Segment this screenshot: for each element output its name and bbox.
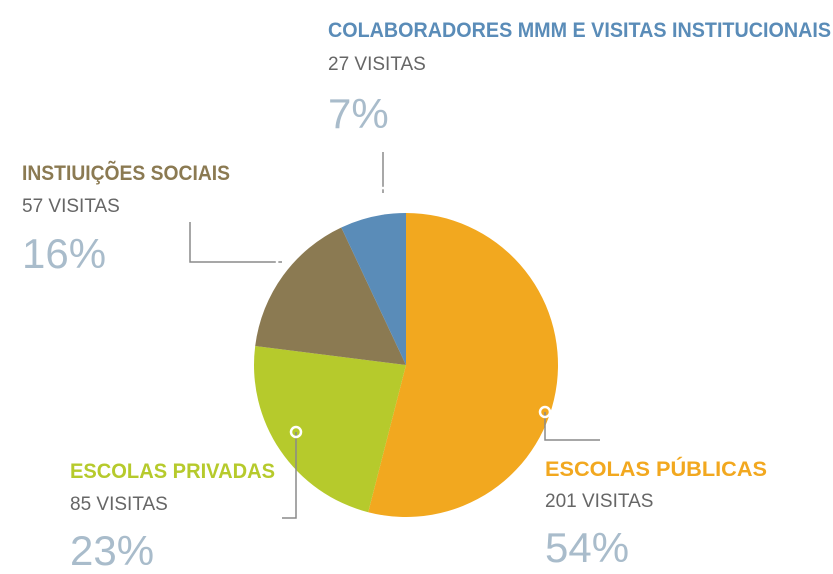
leader-line [282, 432, 297, 519]
pie [253, 213, 558, 517]
pie-slice [253, 345, 406, 513]
leaders [189, 152, 600, 519]
value-label: 54% [545, 524, 629, 571]
leader-dot [289, 425, 303, 439]
pie-slice [255, 227, 406, 365]
category-label: ESCOLAS PÚBLICAS [545, 457, 767, 481]
visits-label: 201 VISITAS [545, 491, 653, 512]
value-label: 16% [22, 230, 106, 277]
visits-label: 57 VISITAS [22, 196, 120, 217]
leader-dot [275, 255, 289, 269]
leader-line [544, 412, 600, 441]
label-group: COLABORADORES MMM E VISITAS INSTITUCIONA… [328, 19, 831, 137]
label-group: ESCOLAS PÚBLICAS 201 VISITAS 54% [545, 457, 767, 571]
category-label: INSTIUIÇÕES SOCIAIS [22, 161, 230, 185]
pie-slice [368, 213, 558, 517]
category-label: ESCOLAS PRIVADAS [70, 460, 275, 483]
value-label: 23% [70, 527, 154, 574]
label-group: INSTIUIÇÕES SOCIAIS 57 VISITAS 16% [22, 161, 230, 277]
leader-dot [538, 405, 552, 419]
label-group: ESCOLAS PRIVADAS 85 VISITAS 23% [70, 460, 275, 574]
leader-line [189, 222, 282, 263]
value-label: 7% [328, 90, 389, 137]
category-label: COLABORADORES MMM E VISITAS INSTITUCIONA… [328, 19, 831, 42]
pie-slice [341, 213, 406, 365]
visits-label: 27 VISITAS [328, 54, 426, 75]
leader-dot [376, 186, 390, 200]
visits-label: 85 VISITAS [70, 494, 168, 515]
